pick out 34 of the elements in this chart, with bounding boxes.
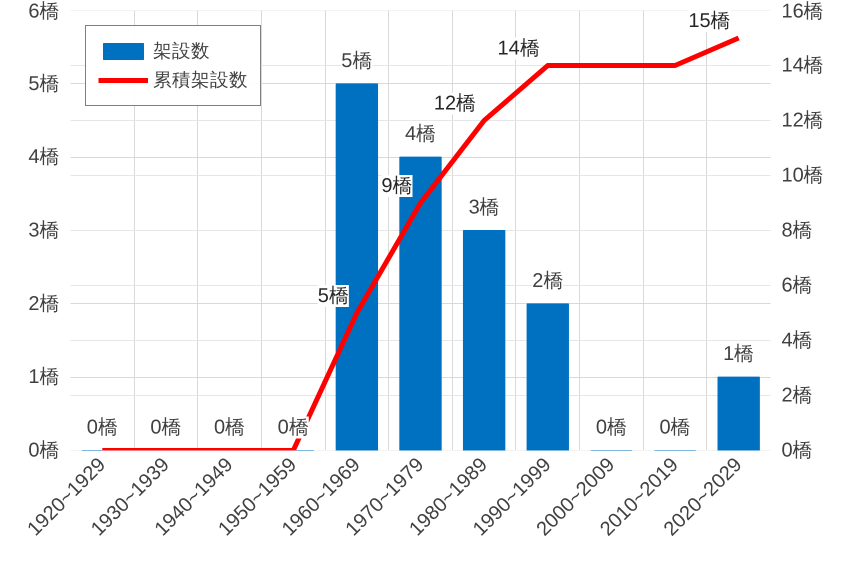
y2-tick-label: 4橋 <box>782 330 813 352</box>
data-label: 9橋 <box>381 175 412 197</box>
y2-tick-label: 10橋 <box>782 164 824 186</box>
data-label: 0橋 <box>278 416 309 438</box>
y-tick-label: 3橋 <box>28 220 60 242</box>
y2-tick-label: 0橋 <box>782 440 813 462</box>
y-tick-label: 5橋 <box>28 72 60 95</box>
y2-tick-label: 8橋 <box>782 220 813 242</box>
data-label: 12橋 <box>434 92 476 114</box>
data-label: 14橋 <box>498 38 540 60</box>
data-label: 5橋 <box>318 285 349 307</box>
data-label: 4橋 <box>404 123 436 146</box>
y2-tick-label: 16橋 <box>782 0 824 22</box>
data-label: 5橋 <box>341 50 372 72</box>
y2-tick-label: 2橋 <box>782 384 813 406</box>
data-label: 0橋 <box>596 416 627 438</box>
y-tick-label: 1橋 <box>28 366 60 388</box>
data-label: 15橋 <box>688 10 731 32</box>
data-label: 2橋 <box>532 270 564 292</box>
data-label: 3橋 <box>468 196 500 218</box>
y-tick-label: 2橋 <box>28 292 60 315</box>
data-label: 0橋 <box>659 416 691 438</box>
legend-label: 架設数 <box>153 39 210 63</box>
y2-tick-label: 12橋 <box>782 110 824 132</box>
data-label: 1橋 <box>723 343 754 366</box>
data-label: 0橋 <box>214 416 246 438</box>
data-label: 0橋 <box>86 416 118 438</box>
y-tick-label: 6橋 <box>28 0 60 22</box>
data-label: 0橋 <box>150 416 182 438</box>
y2-tick-label: 14橋 <box>782 54 824 76</box>
y-tick-label: 4橋 <box>28 146 60 168</box>
y-tick-label: 0橋 <box>28 440 60 462</box>
legend-label: 累積架設数 <box>153 68 248 92</box>
y2-tick-label: 6橋 <box>782 274 813 296</box>
